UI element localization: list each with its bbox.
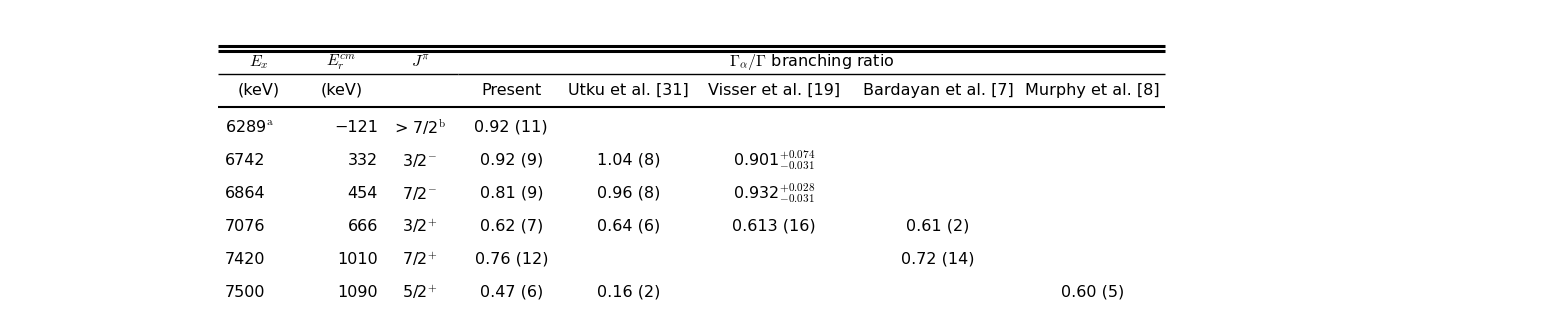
Text: −121: −121 [334,120,377,135]
Text: 5/2$^{+}$: 5/2$^{+}$ [402,284,438,301]
Text: $E_r^{cm}$: $E_r^{cm}$ [326,53,357,72]
Text: 0.613 (16): 0.613 (16) [733,219,816,234]
Text: 332: 332 [348,153,377,168]
Text: Present: Present [481,83,542,98]
Text: 0.932$^{+0.028}_{-0.031}$: 0.932$^{+0.028}_{-0.031}$ [733,182,816,205]
Text: 0.76 (12): 0.76 (12) [474,252,548,267]
Text: 7/2$^{-}$: 7/2$^{-}$ [402,185,438,202]
Text: Utku et al. [31]: Utku et al. [31] [568,83,689,98]
Text: 7500: 7500 [226,285,265,300]
Text: > 7/2$^{\rm b}$: > 7/2$^{\rm b}$ [395,117,446,137]
Text: 0.901$^{+0.074}_{-0.031}$: 0.901$^{+0.074}_{-0.031}$ [733,148,816,172]
Text: 0.96 (8): 0.96 (8) [597,186,661,201]
Text: 0.61 (2): 0.61 (2) [907,219,969,234]
Text: 0.47 (6): 0.47 (6) [479,285,543,300]
Text: 0.16 (2): 0.16 (2) [597,285,661,300]
Text: 0.92 (9): 0.92 (9) [479,153,543,168]
Text: 1.04 (8): 1.04 (8) [597,153,661,168]
Text: 1090: 1090 [337,285,377,300]
Text: 6289$^{\rm a}$: 6289$^{\rm a}$ [226,119,274,135]
Text: $\Gamma_\alpha/\Gamma$ branching ratio: $\Gamma_\alpha/\Gamma$ branching ratio [730,52,894,73]
Text: (keV): (keV) [321,83,362,98]
Text: 3/2$^{+}$: 3/2$^{+}$ [402,218,438,235]
Text: 454: 454 [348,186,377,201]
Text: 7076: 7076 [226,219,265,234]
Text: 0.64 (6): 0.64 (6) [597,219,659,234]
Text: (keV): (keV) [238,83,280,98]
Text: 0.72 (14): 0.72 (14) [900,252,974,267]
Text: 3/2$^{-}$: 3/2$^{-}$ [402,152,438,169]
Text: Visser et al. [19]: Visser et al. [19] [708,83,839,98]
Text: 0.60 (5): 0.60 (5) [1062,285,1124,300]
Text: 7420: 7420 [226,252,265,267]
Text: 6742: 6742 [226,153,265,168]
Text: $E_x$: $E_x$ [249,53,269,71]
Text: Murphy et al. [8]: Murphy et al. [8] [1026,83,1160,98]
Text: 0.62 (7): 0.62 (7) [479,219,543,234]
Text: 6864: 6864 [226,186,266,201]
Text: 7/2$^{+}$: 7/2$^{+}$ [402,251,438,268]
Text: Bardayan et al. [7]: Bardayan et al. [7] [863,83,1013,98]
Text: 666: 666 [348,219,377,234]
Text: 0.81 (9): 0.81 (9) [479,186,543,201]
Text: 0.92 (11): 0.92 (11) [474,120,548,135]
Text: $J^{\pi}$: $J^{\pi}$ [410,55,429,70]
Text: 1010: 1010 [337,252,377,267]
